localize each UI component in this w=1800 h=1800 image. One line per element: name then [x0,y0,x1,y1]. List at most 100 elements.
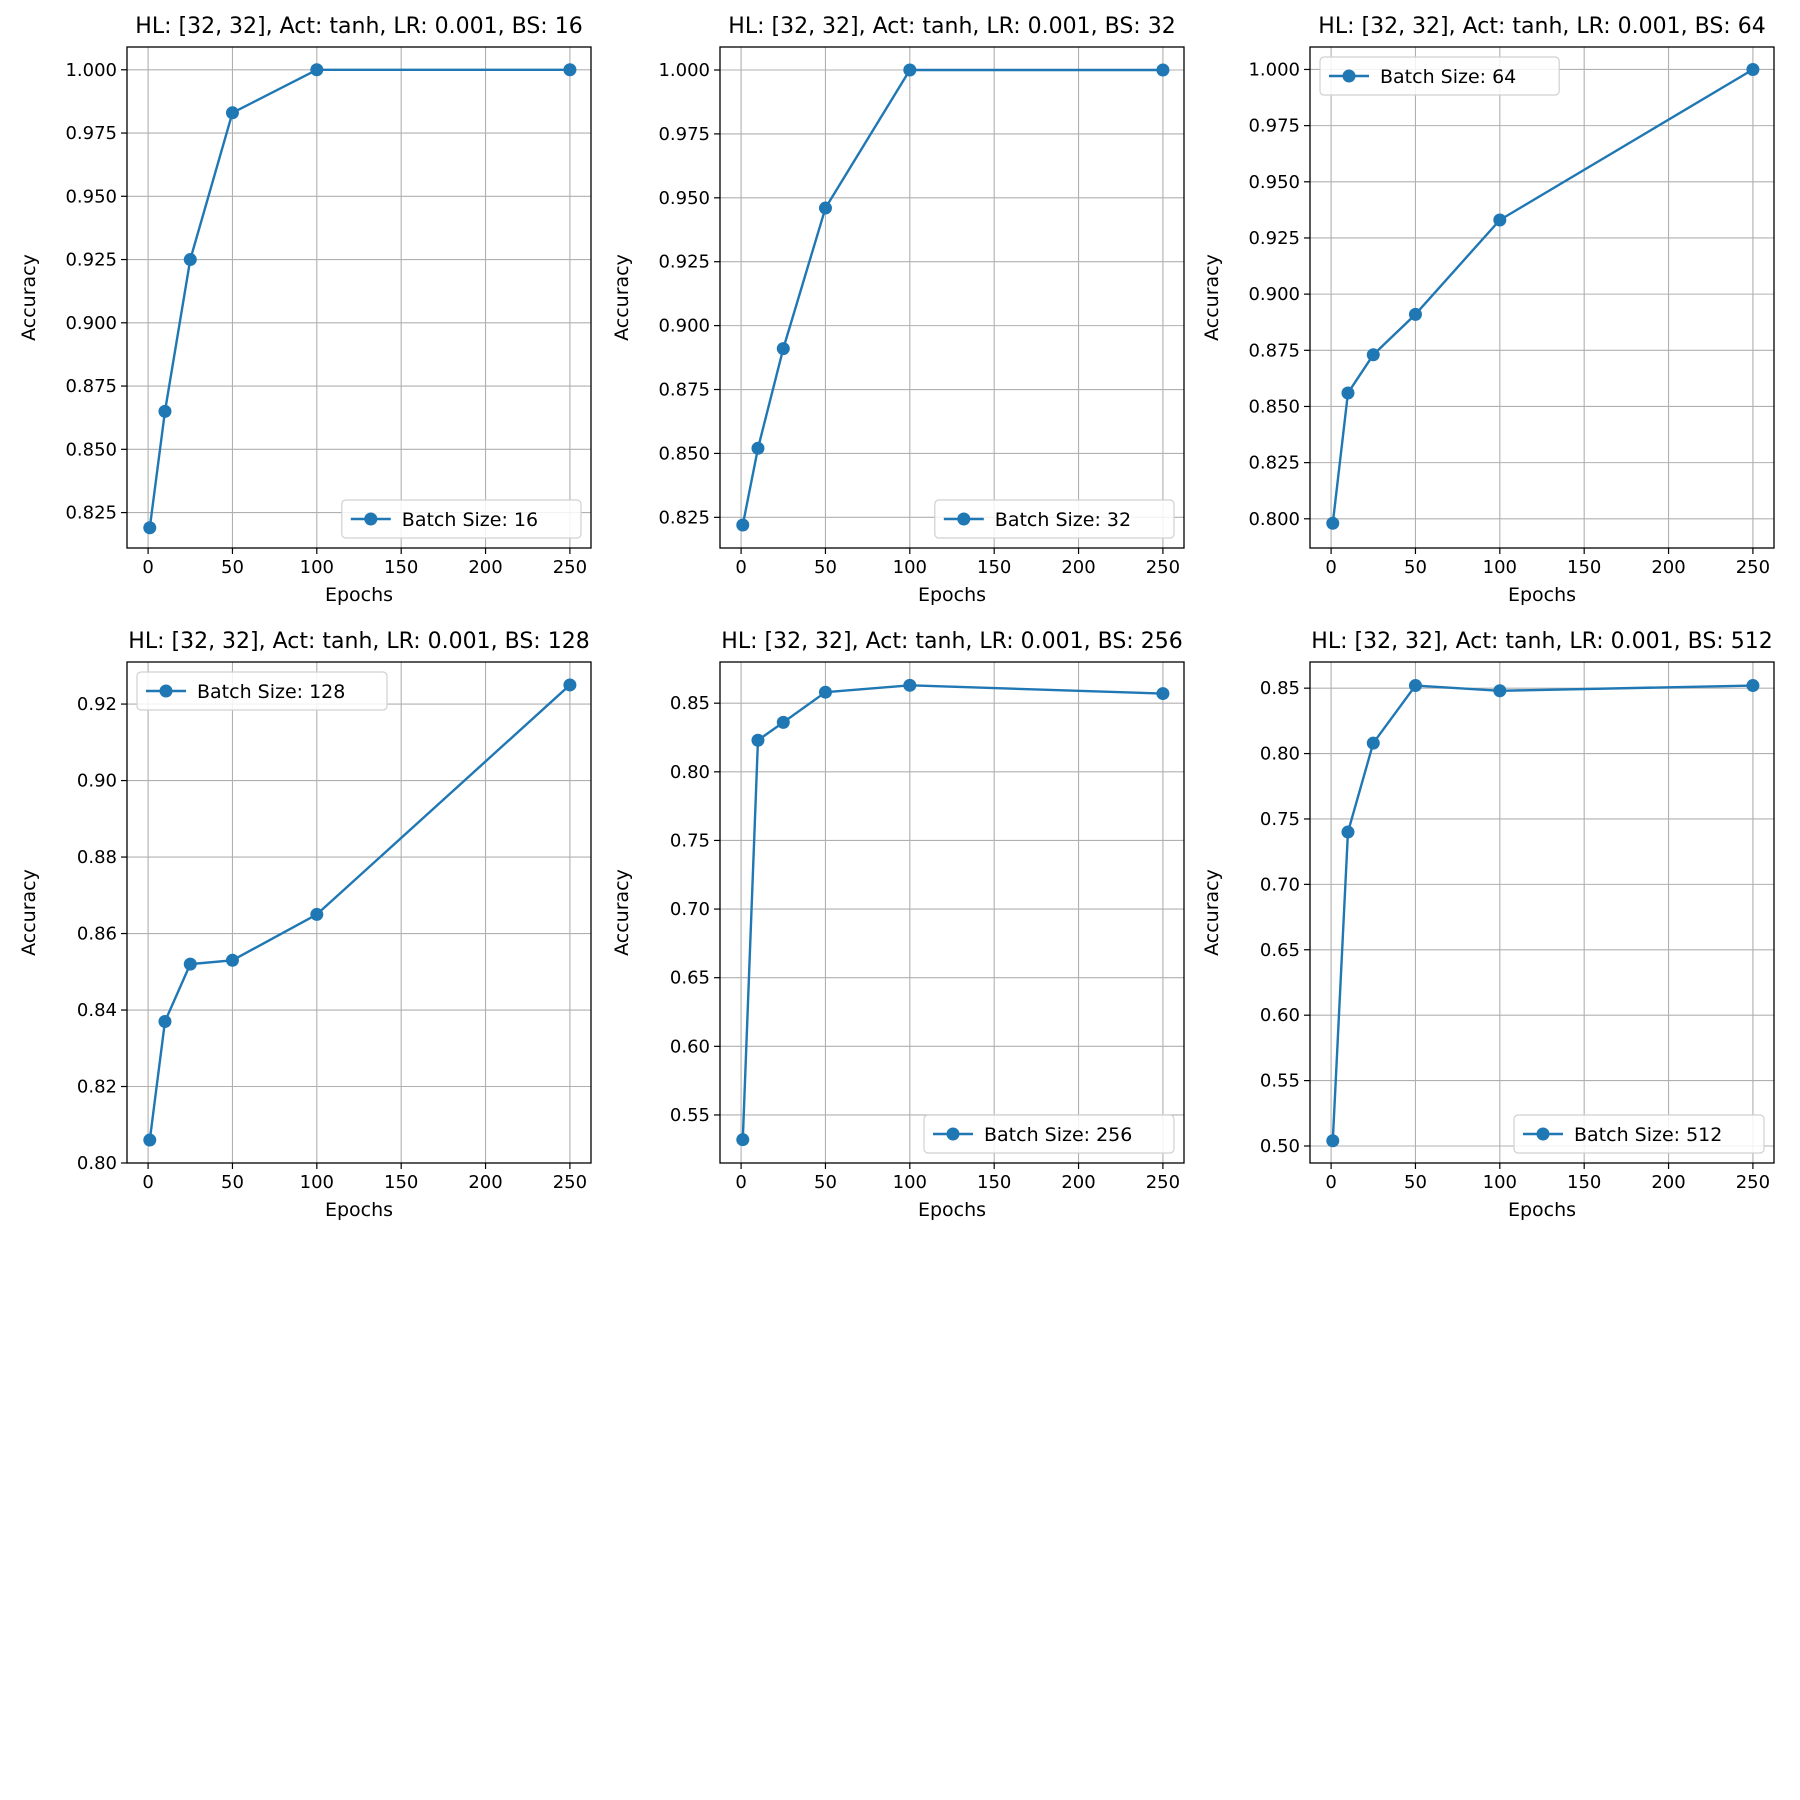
data-point [143,521,157,535]
data-point [158,404,172,418]
x-tick-label: 50 [1404,557,1427,578]
x-tick-label: 0 [142,557,153,578]
x-tick-label: 0 [735,557,746,578]
y-tick-label: 0.50 [1260,1136,1300,1157]
x-tick-label: 250 [1736,557,1770,578]
subplot-1: 0 50 100 150 200 250 0.825 0.850 0.875 0.900 0.925… [18,14,592,606]
x-tick-label: 200 [1651,1172,1685,1193]
x-axis-label: Epochs [1508,1199,1576,1221]
x-tick-label: 100 [893,557,927,578]
y-tick-label: 0.80 [1260,744,1300,765]
data-point [1326,1134,1340,1148]
chart-title: HL: [32, 32], Act: tanh, LR: 0.001, BS: … [128,629,589,654]
y-tick-label: 0.950 [1248,172,1300,193]
series-line [1331,68,1754,524]
y-tick-label: 0.85 [1260,678,1300,699]
y-tick-label: 0.975 [1248,116,1300,137]
data-point [183,253,197,267]
data-point [751,733,765,747]
data-point [736,518,750,532]
data-point [776,715,790,729]
x-tick-label: 0 [142,1172,153,1193]
y-tick-label: 0.925 [1248,228,1300,249]
chart-title: HL: [32, 32], Act: tanh, LR: 0.001, BS: … [1318,14,1765,39]
data-point [310,63,324,77]
x-tick-label: 50 [1404,1172,1427,1193]
subplot-4: 0 50 100 150 200 250 0.80 0.82 0.84 0.86 0.88 0.90 0… [18,629,592,1221]
x-tick-label: 250 [553,557,587,578]
chart-title: HL: [32, 32], Act: tanh, LR: 0.001, BS: … [135,14,582,39]
subplot-3: 0 50 100 150 200 250 0.800 0.825 0.850 0.875 0.900… [1201,14,1775,606]
y-tick-label: 0.825 [1248,453,1300,474]
legend: Batch Size: 16 [341,499,582,539]
data-point [1746,679,1760,693]
x-tick-label: 0 [1325,557,1336,578]
legend-marker [159,684,173,698]
chart-title: HL: [32, 32], Act: tanh, LR: 0.001, BS: … [721,629,1182,654]
legend: Batch Size: 256 [923,1114,1175,1154]
y-tick-label: 0.65 [670,968,710,989]
x-axis-label: Epochs [1508,584,1576,606]
legend-label: Batch Size: 64 [1380,66,1516,88]
x-tick-label: 150 [977,557,1011,578]
plot-frame [719,46,1185,549]
y-tick-label: 0.86 [77,924,117,945]
y-tick-label: 0.92 [77,694,117,715]
x-tick-label: 150 [1567,557,1601,578]
y-tick-label: 0.88 [77,847,117,868]
y-tick-label: 0.80 [77,1153,117,1174]
y-tick-label: 0.825 [658,507,710,528]
data-point [143,1133,157,1147]
data-point [736,1133,750,1147]
y-tick-label: 0.925 [65,250,117,271]
y-tick-label: 0.850 [658,443,710,464]
subplot-6: 0 50 100 150 200 250 0.50 0.55 0.60 0.65 0.70 0.75 0… [1201,629,1775,1221]
data-point [1341,386,1355,400]
y-tick-label: 1.000 [658,60,710,81]
data-point [225,106,239,120]
data-point [1156,63,1170,77]
legend-box [1319,56,1560,96]
legend-label: Batch Size: 256 [984,1124,1132,1146]
plot-frame [719,661,1185,1164]
data-point [818,201,832,215]
y-tick-label: 0.925 [658,252,710,273]
x-tick-label: 50 [221,1172,244,1193]
data-point [1326,516,1340,530]
legend-box [1513,1114,1765,1154]
data-point [1746,62,1760,76]
y-tick-label: 0.90 [77,771,117,792]
series-line [741,684,1163,1140]
x-tick-label: 250 [1146,1172,1180,1193]
plot-frame [126,661,592,1164]
x-tick-label: 0 [1325,1172,1336,1193]
data-point [818,685,832,699]
x-tick-label: 100 [1483,1172,1517,1193]
x-tick-label: 200 [1061,557,1095,578]
y-tick-label: 0.975 [658,124,710,145]
data-point [1366,348,1380,362]
y-tick-label: 1.000 [1248,59,1300,80]
legend: Batch Size: 128 [136,671,388,711]
x-tick-label: 100 [300,1172,334,1193]
data-point [563,63,577,77]
data-point [903,63,917,77]
data-point [751,441,765,455]
y-axis-label: Accuracy [611,869,633,956]
legend-marker [1536,1127,1550,1141]
y-tick-label: 0.900 [658,316,710,337]
x-tick-label: 100 [893,1172,927,1193]
y-tick-label: 0.900 [65,313,117,334]
data-point [183,957,197,971]
y-axis-label: Accuracy [18,254,40,341]
legend-label: Batch Size: 512 [1574,1124,1722,1146]
y-tick-label: 0.875 [1248,340,1300,361]
series-line [741,68,1163,526]
x-tick-label: 150 [977,1172,1011,1193]
data-point [1493,213,1507,227]
y-tick-label: 0.900 [1248,284,1300,305]
x-tick-label: 50 [814,1172,837,1193]
x-axis-label: Epochs [325,1199,393,1221]
chart-title: HL: [32, 32], Act: tanh, LR: 0.001, BS: … [728,14,1175,39]
legend-box [136,671,388,711]
